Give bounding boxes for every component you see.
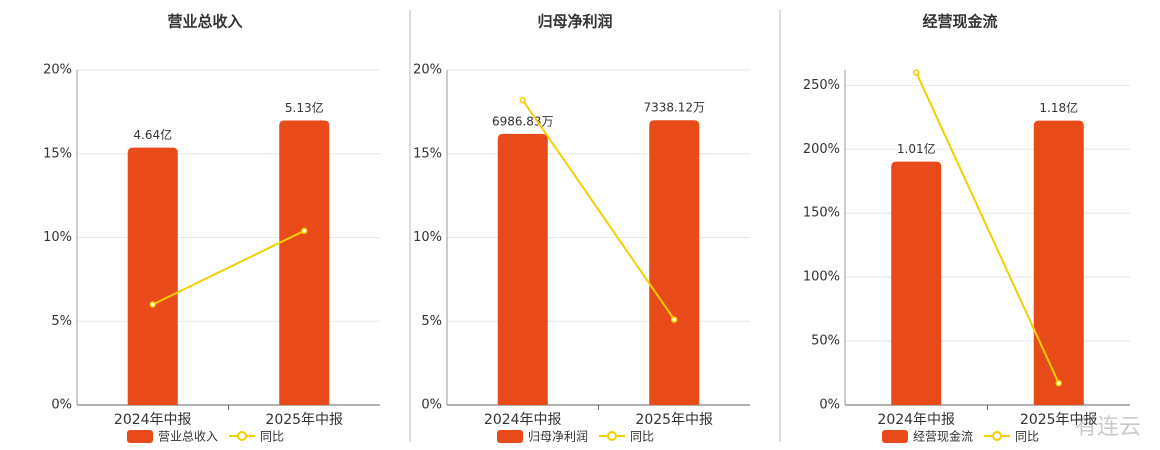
- value-label: 1.18亿: [1039, 100, 1078, 115]
- value-label: 5.13亿: [285, 100, 324, 115]
- line: [915, 72, 1060, 384]
- line-point: [913, 69, 920, 76]
- legend-swatch: [992, 431, 1002, 441]
- x-tick-label: 2024年中报: [114, 412, 192, 428]
- bar: [127, 147, 178, 406]
- bar: [891, 161, 942, 405]
- legend-label: 归母净利润: [528, 430, 588, 444]
- y-tick-label: 250%: [803, 78, 840, 93]
- y-tick-label: 0%: [819, 398, 840, 413]
- line-point: [149, 301, 156, 308]
- y-tick-label: 20%: [413, 63, 442, 78]
- bar: [1033, 120, 1084, 405]
- legend-label: 营业总收入: [158, 430, 218, 444]
- x-tick-label: 2025年中报: [635, 412, 713, 428]
- x-tick-label: 2025年中报: [265, 412, 343, 428]
- value-label: 7338.12万: [643, 101, 705, 115]
- line-point: [301, 227, 308, 235]
- chart-title: 归母净利润: [537, 13, 612, 31]
- bar: [649, 120, 700, 405]
- y-tick-label: 0%: [51, 398, 72, 413]
- legend-swatch: [607, 431, 617, 441]
- x-tick-label: 2024年中报: [877, 412, 955, 428]
- legend-swatch: [882, 430, 908, 443]
- legend-label: 同比: [630, 430, 654, 444]
- line-point: [519, 96, 526, 104]
- chart-title: 经营现金流: [922, 13, 997, 31]
- y-tick-label: 0%: [421, 398, 442, 413]
- y-tick-label: 150%: [803, 206, 840, 221]
- chart-title: 营业总收入: [167, 13, 242, 31]
- line-point: [671, 316, 678, 323]
- legend-swatch: [497, 430, 523, 443]
- y-tick-label: 5%: [421, 314, 442, 329]
- legend-swatch: [237, 431, 247, 441]
- y-tick-label: 5%: [51, 314, 72, 329]
- legend-label: 同比: [1015, 430, 1039, 444]
- legend-label: 同比: [260, 430, 284, 444]
- y-tick-label: 10%: [43, 230, 72, 245]
- bar: [279, 120, 330, 405]
- bar: [497, 133, 548, 405]
- line-point: [1055, 380, 1062, 387]
- watermark: 有连云: [1075, 415, 1141, 440]
- y-tick-label: 200%: [803, 142, 840, 157]
- y-tick-label: 100%: [803, 270, 840, 285]
- value-label: 1.01亿: [897, 141, 936, 156]
- x-tick-label: 2024年中报: [484, 412, 562, 428]
- y-tick-label: 20%: [43, 63, 72, 78]
- y-tick-label: 50%: [811, 334, 840, 349]
- legend-swatch: [127, 430, 153, 443]
- y-tick-label: 15%: [413, 146, 442, 161]
- line: [521, 99, 676, 321]
- value-label: 6986.83万: [492, 114, 554, 128]
- y-tick-label: 10%: [413, 230, 442, 245]
- y-tick-label: 15%: [43, 146, 72, 161]
- x-tick-label: 2025年中报: [1020, 412, 1098, 428]
- value-label: 4.64亿: [133, 127, 172, 142]
- legend-label: 经营现金流: [913, 429, 973, 444]
- line: [152, 229, 305, 306]
